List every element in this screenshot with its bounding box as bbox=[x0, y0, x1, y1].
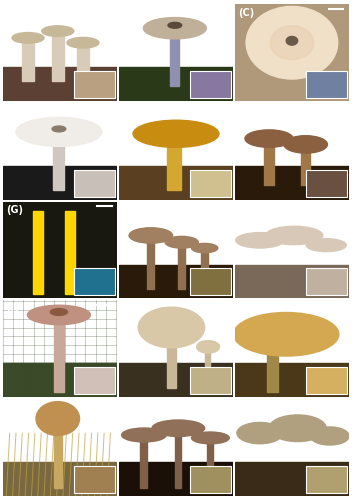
Ellipse shape bbox=[245, 130, 293, 148]
Bar bbox=[52, 31, 63, 82]
Bar bbox=[119, 166, 233, 200]
Ellipse shape bbox=[143, 18, 206, 39]
Bar bbox=[205, 350, 210, 378]
FancyBboxPatch shape bbox=[306, 170, 347, 196]
Ellipse shape bbox=[165, 236, 198, 248]
Ellipse shape bbox=[138, 307, 205, 348]
Ellipse shape bbox=[236, 232, 284, 248]
Ellipse shape bbox=[36, 402, 80, 436]
Ellipse shape bbox=[197, 340, 220, 353]
Bar bbox=[167, 334, 176, 388]
Ellipse shape bbox=[306, 238, 346, 252]
Ellipse shape bbox=[286, 36, 298, 45]
FancyBboxPatch shape bbox=[306, 367, 347, 394]
Ellipse shape bbox=[52, 126, 66, 132]
Bar bbox=[119, 364, 233, 397]
Ellipse shape bbox=[269, 415, 326, 442]
FancyBboxPatch shape bbox=[306, 466, 347, 493]
Bar bbox=[65, 212, 75, 294]
Ellipse shape bbox=[129, 228, 172, 243]
Bar bbox=[267, 336, 278, 392]
Bar bbox=[140, 435, 147, 488]
FancyBboxPatch shape bbox=[74, 466, 115, 493]
Ellipse shape bbox=[133, 120, 219, 148]
Bar bbox=[119, 264, 233, 298]
Bar bbox=[201, 248, 208, 288]
Bar bbox=[33, 212, 43, 294]
Bar bbox=[22, 38, 34, 82]
Bar bbox=[178, 242, 185, 288]
Ellipse shape bbox=[121, 428, 166, 442]
Bar bbox=[119, 67, 233, 101]
Text: (O): (O) bbox=[238, 403, 255, 413]
FancyBboxPatch shape bbox=[74, 268, 115, 295]
Bar bbox=[3, 264, 117, 298]
Text: (L): (L) bbox=[238, 304, 253, 314]
Ellipse shape bbox=[16, 118, 102, 146]
Bar bbox=[167, 140, 181, 190]
FancyBboxPatch shape bbox=[74, 170, 115, 196]
Text: (A): (A) bbox=[6, 8, 23, 18]
FancyBboxPatch shape bbox=[190, 71, 231, 98]
Bar bbox=[235, 166, 349, 200]
Bar bbox=[119, 462, 233, 496]
FancyBboxPatch shape bbox=[306, 268, 347, 295]
Bar bbox=[175, 428, 181, 488]
Bar bbox=[301, 144, 310, 185]
Bar bbox=[235, 67, 349, 101]
Bar bbox=[53, 136, 63, 190]
FancyBboxPatch shape bbox=[190, 268, 231, 295]
Ellipse shape bbox=[50, 308, 68, 316]
Text: (N): (N) bbox=[122, 403, 139, 413]
Bar bbox=[54, 428, 62, 488]
Bar bbox=[3, 462, 117, 496]
Bar bbox=[207, 438, 213, 488]
Bar bbox=[147, 236, 154, 288]
Ellipse shape bbox=[284, 136, 327, 153]
Ellipse shape bbox=[67, 38, 99, 48]
Bar bbox=[3, 364, 117, 397]
Ellipse shape bbox=[266, 226, 323, 244]
Ellipse shape bbox=[42, 26, 74, 36]
Text: (D): (D) bbox=[6, 106, 23, 117]
FancyBboxPatch shape bbox=[74, 367, 115, 394]
Ellipse shape bbox=[168, 22, 182, 28]
Ellipse shape bbox=[12, 32, 44, 43]
Bar bbox=[3, 67, 117, 101]
Ellipse shape bbox=[310, 427, 349, 445]
Ellipse shape bbox=[233, 312, 339, 356]
FancyBboxPatch shape bbox=[306, 71, 347, 98]
Bar bbox=[264, 138, 274, 185]
Bar bbox=[3, 166, 117, 200]
FancyBboxPatch shape bbox=[190, 170, 231, 196]
Bar bbox=[77, 42, 89, 82]
FancyBboxPatch shape bbox=[190, 367, 231, 394]
Ellipse shape bbox=[27, 305, 90, 324]
Bar bbox=[235, 364, 349, 397]
Bar bbox=[235, 462, 349, 496]
Bar bbox=[235, 264, 349, 298]
Text: (B): (B) bbox=[122, 8, 139, 18]
Ellipse shape bbox=[191, 244, 218, 252]
Text: (G): (G) bbox=[6, 206, 23, 216]
FancyBboxPatch shape bbox=[74, 71, 115, 98]
Ellipse shape bbox=[191, 432, 229, 444]
Text: (I): (I) bbox=[238, 206, 251, 216]
Text: (J): (J) bbox=[6, 304, 19, 314]
Ellipse shape bbox=[237, 422, 283, 444]
Text: (M): (M) bbox=[6, 403, 25, 413]
Text: (F): (F) bbox=[238, 106, 254, 117]
Text: (E): (E) bbox=[122, 106, 138, 117]
Ellipse shape bbox=[152, 420, 205, 436]
Text: (K): (K) bbox=[122, 304, 139, 314]
Ellipse shape bbox=[246, 6, 338, 79]
Ellipse shape bbox=[270, 26, 314, 60]
Text: (H): (H) bbox=[122, 206, 139, 216]
Bar bbox=[54, 320, 63, 392]
FancyBboxPatch shape bbox=[190, 466, 231, 493]
Text: (C): (C) bbox=[238, 8, 254, 18]
Bar bbox=[170, 33, 180, 86]
